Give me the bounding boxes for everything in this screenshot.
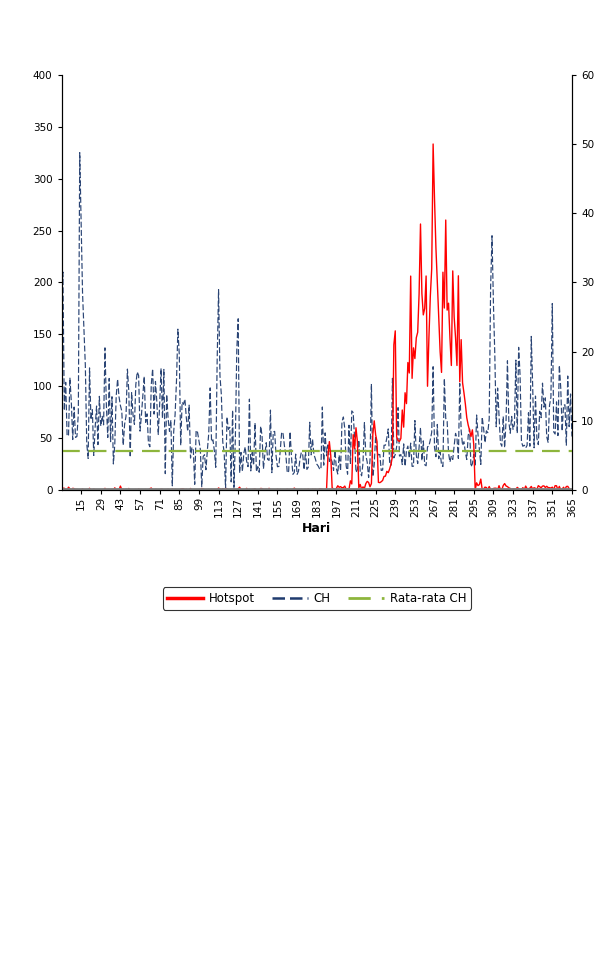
X-axis label: Hari: Hari <box>302 523 331 535</box>
Legend: Hotspot, CH, Rata-rata CH: Hotspot, CH, Rata-rata CH <box>162 587 471 610</box>
